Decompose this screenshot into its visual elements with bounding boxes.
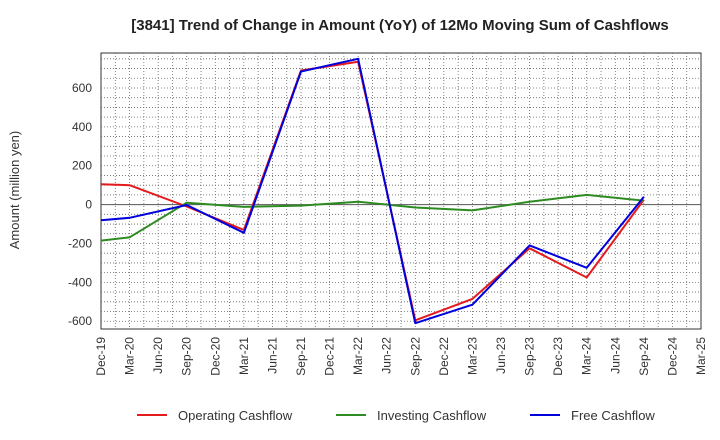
- x-tick-label: Sep-21: [294, 337, 308, 376]
- x-tick-label: Dec-24: [665, 337, 679, 376]
- x-tick-label: Dec-20: [208, 337, 222, 376]
- x-tick-label: Mar-22: [351, 337, 365, 375]
- x-tick-label: Mar-21: [237, 337, 251, 375]
- x-tick-label: Dec-23: [551, 337, 565, 376]
- y-tick-label: 0: [85, 198, 92, 212]
- legend-label-3: Free Cashflow: [571, 408, 655, 423]
- series-line-3: [100, 57, 645, 325]
- y-tick-label: -400: [68, 275, 92, 289]
- x-tick-label: Sep-23: [523, 337, 537, 376]
- x-tick-label: Dec-21: [323, 337, 337, 376]
- series-line-2: [100, 193, 645, 242]
- x-tick-labels: Dec-19 Mar-20 Jun-20 Sep-20 Dec-20 Mar-21 Jun-…: [94, 337, 708, 376]
- chart-title: [3841] Trend of Change in Amount (YoY) o…: [131, 17, 669, 34]
- x-tick-label: Jun-21: [265, 337, 279, 374]
- x-tick-label: Mar-20: [123, 337, 137, 375]
- y-tick-labels: -600 -400 -200 0 200 400 600: [68, 81, 92, 328]
- y-tick-label: 600: [72, 81, 92, 95]
- x-tick-label: Sep-22: [408, 337, 422, 376]
- y-axis-label: Amount (million yen): [7, 131, 22, 250]
- y-tick-label: 400: [72, 120, 92, 134]
- x-tick-label: Sep-24: [637, 337, 651, 376]
- x-tick-label: Dec-19: [94, 337, 108, 376]
- x-tick-label: Jun-23: [494, 337, 508, 374]
- y-tick-label: 200: [72, 159, 92, 173]
- legend-label-1: Operating Cashflow: [178, 408, 293, 423]
- x-tick-label: Jun-24: [608, 337, 622, 374]
- x-tick-label: Jun-22: [380, 337, 394, 374]
- x-tick-label: Dec-22: [437, 337, 451, 376]
- data-series: [100, 57, 645, 325]
- x-tick-label: Mar-23: [465, 337, 479, 375]
- legend-label-2: Investing Cashflow: [377, 408, 487, 423]
- x-tick-label: Mar-24: [580, 337, 594, 375]
- legend: Operating Cashflow Investing Cashflow Free…: [137, 408, 655, 423]
- x-tick-label: Mar-25: [694, 337, 708, 375]
- y-tick-label: -600: [68, 314, 92, 328]
- y-tick-label: -200: [68, 236, 92, 250]
- grid-lines: [101, 53, 701, 329]
- x-tick-label: Sep-20: [180, 337, 194, 376]
- x-tick-label: Jun-20: [151, 337, 165, 374]
